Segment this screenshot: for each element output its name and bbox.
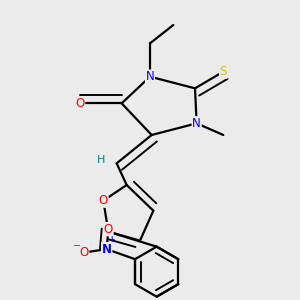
Text: N: N (192, 117, 201, 130)
Text: −: − (73, 241, 81, 251)
Text: H: H (97, 155, 105, 165)
Text: +: + (109, 235, 115, 244)
Text: O: O (99, 194, 108, 207)
Text: S: S (220, 65, 227, 78)
Text: O: O (75, 97, 85, 110)
Text: N: N (146, 70, 154, 83)
Text: O: O (80, 246, 88, 259)
Text: N: N (102, 243, 112, 256)
Text: O: O (104, 223, 113, 236)
